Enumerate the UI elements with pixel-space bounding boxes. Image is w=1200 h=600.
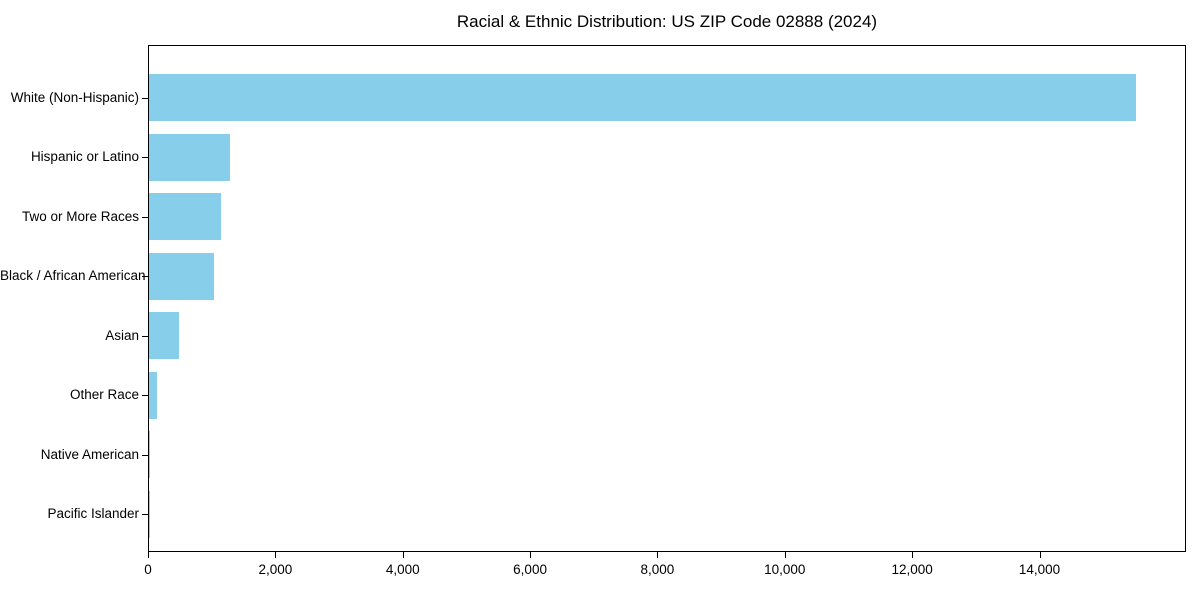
bar-other-race: [149, 371, 157, 419]
y-tick-label: Pacific Islander: [47, 506, 139, 521]
x-tick-label: 12,000: [891, 562, 933, 577]
x-tick-label: 10,000: [764, 562, 806, 577]
y-tick-label: Asian: [105, 327, 139, 343]
x-tick-mark: [784, 552, 786, 558]
y-tick-mark: [142, 514, 148, 515]
x-tick-mark: [402, 552, 404, 558]
x-tick-label: 6,000: [513, 562, 547, 577]
y-tick-mark: [142, 276, 148, 277]
x-tick-mark: [275, 552, 277, 558]
y-tick-mark: [142, 157, 148, 158]
y-tick-label: White (Non-Hispanic): [10, 89, 139, 105]
plot-area: [148, 45, 1186, 552]
y-tick-label: Native American: [40, 446, 139, 462]
y-tick-mark: [142, 97, 148, 99]
y-tick-label: Black / African American: [0, 268, 146, 283]
y-tick-mark: [142, 216, 148, 218]
x-tick-mark: [657, 552, 659, 558]
bar-hispanic-or-latino: [149, 133, 230, 181]
y-tick-label: Hispanic or Latino: [30, 149, 139, 164]
chart-title: Racial & Ethnic Distribution: US ZIP Cod…: [456, 12, 878, 31]
bar-asian: [149, 312, 179, 359]
bar-native-american: [149, 431, 150, 478]
x-tick-label: 8,000: [640, 562, 675, 577]
y-tick-label: Two or More Races: [21, 208, 139, 224]
y-tick-mark: [142, 335, 148, 337]
y-tick-mark: [142, 395, 148, 396]
y-tick-label: Other Race: [69, 387, 139, 402]
x-tick-mark: [148, 552, 149, 558]
bar-black-african-american: [149, 252, 215, 300]
x-tick-label: 2,000: [258, 562, 293, 577]
x-tick-label: 0: [144, 562, 152, 577]
x-tick-label: 4,000: [385, 562, 420, 577]
x-tick-label: 14,000: [1018, 562, 1061, 577]
y-tick-mark: [142, 454, 148, 456]
x-tick-mark: [530, 552, 532, 558]
x-tick-mark: [1039, 552, 1041, 558]
x-tick-mark: [912, 552, 914, 558]
bar-white-non-hispanic: [149, 74, 1137, 121]
bar-two-or-more-races: [149, 193, 221, 240]
